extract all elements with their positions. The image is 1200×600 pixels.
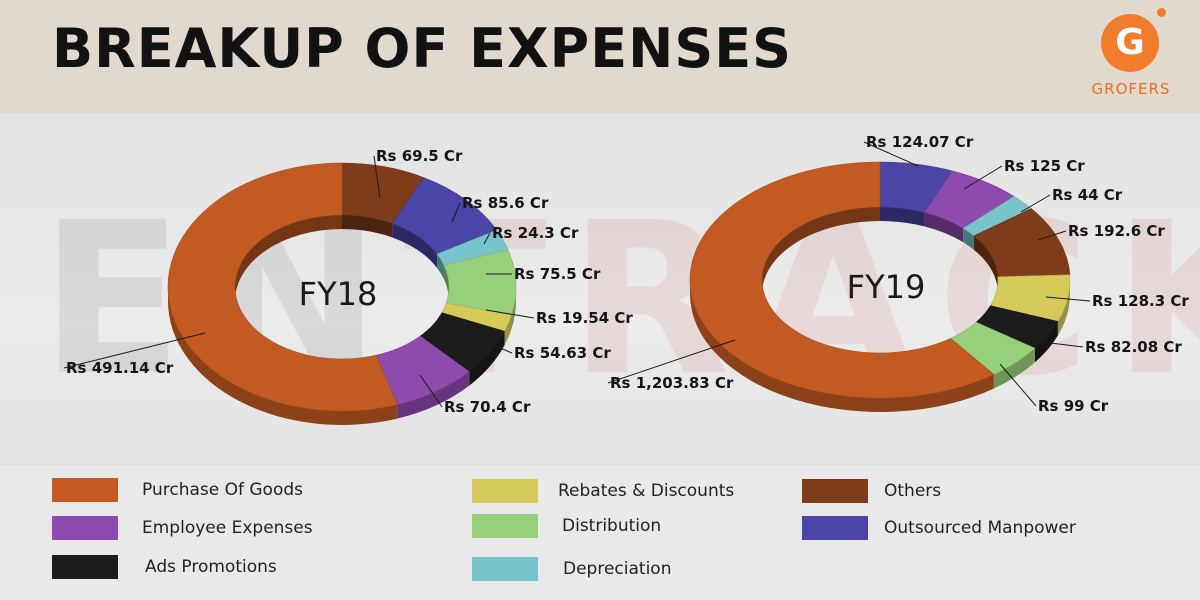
- page-title: BREAKUP OF EXPENSES: [52, 17, 792, 80]
- logo-glyph: G: [1115, 22, 1145, 63]
- legend: Purchase Of Goods Employee Expenses Ads …: [0, 465, 1200, 600]
- legend-swatch: [52, 555, 118, 579]
- legend-label: Ads Promotions: [145, 557, 277, 577]
- leader-line: [419, 374, 443, 408]
- leader-line: [1037, 230, 1067, 241]
- data-label: Rs 192.6 Cr: [1068, 222, 1165, 240]
- leader-line: [607, 339, 736, 384]
- slice-side-rebates-discounts: [504, 314, 512, 346]
- legend-swatch: [52, 478, 118, 502]
- data-label: Rs 70.4 Cr: [444, 398, 531, 416]
- data-label: Rs 128.3 Cr: [1092, 292, 1189, 310]
- slice-purchase-of-goods: [167, 162, 398, 412]
- data-label: Rs 491.14 Cr: [66, 359, 174, 377]
- slice-side-rebates-discounts: [1057, 280, 1070, 336]
- slice-inner-others: [973, 235, 998, 291]
- data-label: Rs 75.5 Cr: [514, 265, 601, 283]
- legend-swatch: [52, 516, 118, 540]
- leader-line: [999, 363, 1037, 407]
- leader-line: [963, 165, 1003, 190]
- donut-chart-fy19: FY19 Rs 124.07 Cr Rs 125 Cr Rs 44 Cr Rs 192.…: [607, 133, 1189, 415]
- legend-label: Purchase Of Goods: [142, 480, 303, 500]
- slice-inner-purchase-of-goods: [235, 215, 342, 301]
- slice-side-purchase-of-goods: [168, 287, 398, 425]
- leader-line: [1045, 296, 1091, 302]
- legend-swatch: [472, 479, 538, 503]
- slice-side-distribution: [993, 348, 1035, 389]
- data-label: Rs 44 Cr: [1052, 186, 1123, 204]
- leader-line: [485, 309, 535, 319]
- leader-line: [63, 332, 206, 369]
- data-label: Rs 19.54 Cr: [536, 309, 633, 327]
- leader-line: [483, 232, 491, 245]
- donut-charts: FY18 Rs 69.5 Cr Rs 85.6 Cr Rs 24.3 Cr Rs 75.…: [63, 133, 1189, 425]
- legend-swatch: [472, 557, 538, 581]
- leader-line: [1020, 194, 1051, 213]
- legend-label: Outsourced Manpower: [884, 518, 1076, 538]
- leader-line: [1033, 340, 1084, 348]
- header-bar: BREAKUP OF EXPENSES G GROFERS: [0, 0, 1200, 113]
- slice-inner-distribution: [444, 265, 449, 301]
- slice-inner-others: [342, 215, 393, 238]
- data-label: Rs 124.07 Cr: [866, 133, 974, 151]
- data-label: Rs 69.5 Cr: [376, 147, 463, 165]
- legend-swatch: [472, 514, 538, 538]
- slice-inner-depreciation: [963, 228, 974, 250]
- legend-label: Rebates & Discounts: [558, 481, 735, 501]
- legend-swatch: [802, 516, 868, 540]
- slice-inner-outsourced-manpower: [880, 207, 925, 227]
- data-label: Rs 85.6 Cr: [462, 194, 549, 212]
- slice-side-purchase-of-goods: [690, 280, 994, 413]
- legend-swatch: [802, 479, 868, 503]
- legend-label: Distribution: [562, 516, 662, 536]
- data-label: Rs 125 Cr: [1004, 157, 1085, 175]
- slice-inner-outsourced-manpower: [392, 223, 438, 268]
- slice-inner-depreciation: [437, 253, 445, 280]
- slice-side-ads-promotions: [1034, 321, 1058, 363]
- logo-dot-icon: [1157, 8, 1166, 17]
- leader-line: [863, 141, 919, 167]
- slice-side-ads-promotions: [469, 331, 505, 386]
- data-label: Rs 54.63 Cr: [514, 344, 611, 362]
- slice-inner-purchase-of-goods: [762, 207, 880, 294]
- chart-center-label: FY19: [847, 268, 926, 306]
- logo-text: GROFERS: [1091, 80, 1171, 98]
- grofers-logo-icon: G: [1101, 14, 1159, 72]
- slice-purchase-of-goods: [689, 161, 995, 399]
- leader-line: [464, 332, 513, 354]
- data-label: Rs 24.3 Cr: [492, 224, 579, 242]
- slice-inner-employee-expenses: [924, 212, 964, 243]
- legend-label: Others: [884, 481, 942, 501]
- legend-label: Depreciation: [563, 559, 672, 579]
- donut-chart-fy18: FY18 Rs 69.5 Cr Rs 85.6 Cr Rs 24.3 Cr Rs 75.…: [63, 147, 633, 425]
- data-label: Rs 99 Cr: [1038, 397, 1109, 415]
- chart-center-label: FY18: [299, 275, 378, 313]
- leader-line: [451, 202, 461, 223]
- leader-line: [373, 155, 381, 199]
- legend-label: Employee Expenses: [142, 518, 313, 538]
- data-label: Rs 1,203.83 Cr: [610, 374, 734, 392]
- data-label: Rs 82.08 Cr: [1085, 338, 1182, 356]
